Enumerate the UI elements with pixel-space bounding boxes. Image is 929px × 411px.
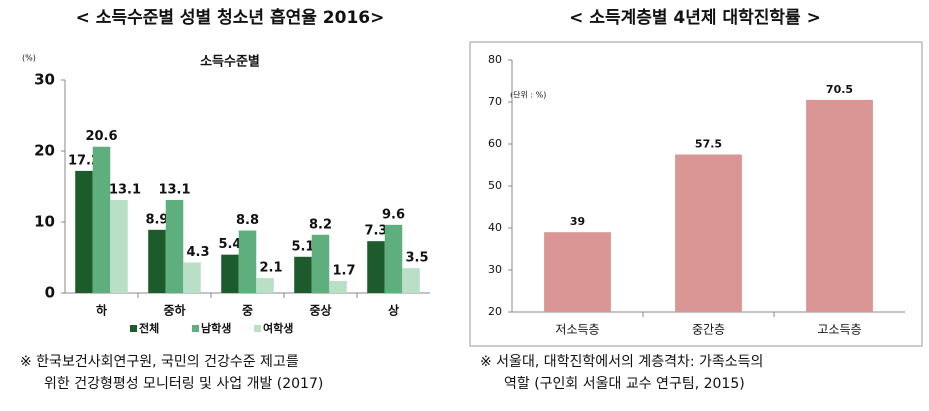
bar — [148, 229, 166, 293]
x-tick-label: 중상 — [309, 303, 331, 318]
x-tick-label: 하 — [96, 303, 107, 318]
bar — [92, 146, 111, 293]
legend-swatch — [130, 325, 137, 332]
value-label: 8.8 — [236, 213, 259, 228]
chart-title: < 소득계층별 4년제 대학진학률 > — [569, 8, 821, 28]
value-label: 70.5 — [826, 83, 853, 96]
value-label: 4.3 — [187, 245, 210, 260]
legend-label: 남학생 — [201, 321, 231, 335]
bar — [402, 268, 420, 293]
y-tick-label: 30 — [34, 71, 55, 89]
chart-title: < 소득수준별 성별 청소년 흡연율 2016> — [76, 7, 385, 28]
y-tick-label: 60 — [488, 137, 502, 150]
value-label: 1.7 — [333, 263, 356, 278]
y-tick-label: 50 — [488, 179, 502, 192]
bar — [221, 254, 239, 293]
footnote: 역할 (구인회 서울대 교수 연구팀, 2015) — [504, 376, 745, 392]
value-label: 13.1 — [109, 182, 141, 197]
value-label: 20.6 — [85, 129, 117, 144]
y-tick-label: 70 — [488, 95, 502, 108]
y-tick-label: 20 — [34, 142, 55, 160]
bar — [75, 170, 93, 293]
y-unit: (단위 : %) — [510, 90, 546, 100]
value-label: 8.9 — [145, 212, 168, 227]
bar — [367, 241, 385, 293]
y-tick-label: 10 — [34, 213, 55, 231]
y-tick-label: 30 — [488, 263, 502, 276]
bar — [675, 154, 742, 312]
value-label: 5.4 — [218, 237, 241, 252]
bar — [183, 262, 201, 293]
chart-frame — [469, 41, 923, 347]
x-tick-label: 중 — [242, 304, 253, 318]
bar — [384, 224, 403, 293]
footnote: 위한 건강형평성 모니터링 및 사업 개발 (2017) — [44, 376, 323, 392]
value-label: 8.2 — [309, 217, 332, 232]
bar — [544, 232, 611, 312]
y-tick-label: 80 — [488, 53, 502, 66]
y-tick-label: 20 — [488, 305, 502, 318]
x-tick-label: 상 — [388, 303, 399, 318]
bar — [238, 230, 257, 293]
value-label: 39 — [570, 215, 585, 228]
value-label: 17.2 — [68, 153, 100, 168]
bar — [329, 280, 347, 293]
bar — [294, 256, 312, 293]
legend-label: 여학생 — [263, 321, 293, 335]
value-label: 3.5 — [406, 251, 429, 266]
legend-swatch — [254, 325, 261, 332]
bar — [806, 99, 873, 313]
value-label: 9.6 — [382, 207, 405, 222]
value-label: 7.3 — [364, 224, 387, 239]
x-tick-label: 고소득층 — [817, 323, 861, 337]
y-unit: (%) — [22, 54, 36, 63]
bar — [110, 199, 128, 293]
bar — [311, 234, 330, 293]
bar — [256, 278, 274, 293]
value-label: 13.1 — [158, 182, 190, 197]
legend-label: 전체 — [139, 321, 159, 335]
y-tick-label: 40 — [488, 221, 502, 234]
legend-swatch — [192, 325, 199, 332]
x-tick-label: 중하 — [163, 303, 185, 318]
y-tick-label: 0 — [45, 284, 55, 302]
bar — [165, 199, 184, 293]
chart-subtitle: 소득수준별 — [200, 54, 260, 70]
value-label: 5.1 — [291, 239, 314, 254]
footnote: ※ 서울대, 대학진학에서의 계층격차: 가족소득의 — [480, 354, 763, 370]
footnote: ※ 한국보건사회연구원, 국민의 건강수준 제고를 — [20, 354, 299, 370]
x-tick-label: 저소득층 — [555, 323, 599, 337]
x-tick-label: 중간층 — [692, 323, 725, 337]
value-label: 2.1 — [260, 261, 283, 276]
value-label: 57.5 — [695, 138, 722, 151]
